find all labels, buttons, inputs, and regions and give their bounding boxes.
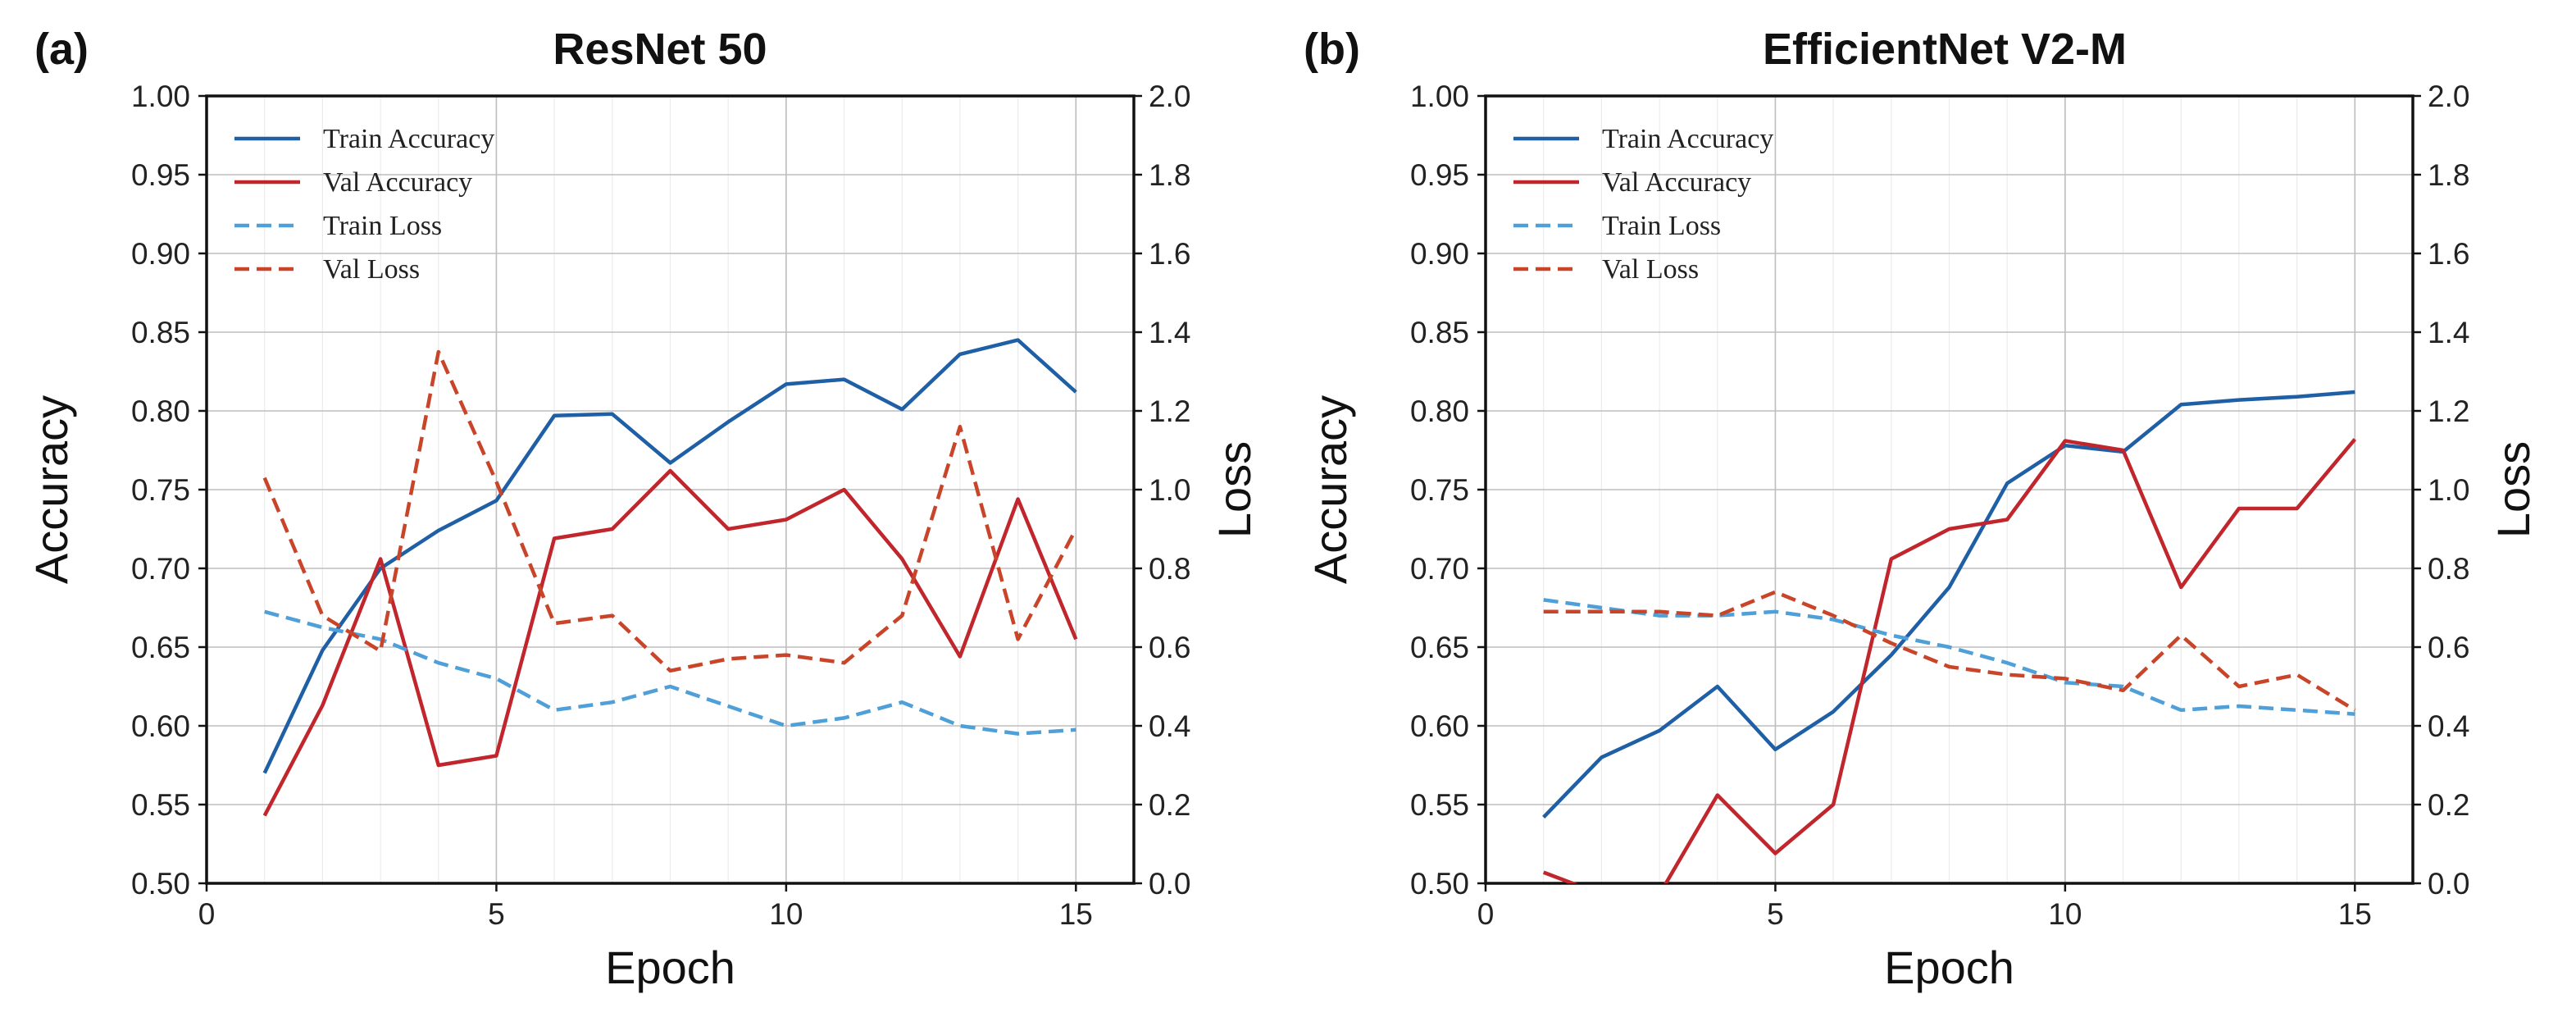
- y-tick-label: 0.85: [131, 316, 190, 349]
- x-tick-label: 0: [1477, 897, 1495, 931]
- y-tick-label: 0.85: [1410, 316, 1469, 349]
- y-tick-label: 0.70: [131, 552, 190, 586]
- y-tick-label: 0.60: [131, 709, 190, 743]
- y2-axis-label: Loss: [2487, 441, 2539, 538]
- legend-label: Train Loss: [1602, 211, 1721, 241]
- y-tick-label: 0.95: [1410, 158, 1469, 192]
- y-tick-label: 0.75: [131, 473, 190, 507]
- y-tick-label: 0.75: [1410, 473, 1469, 507]
- y-axis-label: Accuracy: [25, 395, 77, 584]
- y2-tick-label: 1.4: [2428, 316, 2469, 349]
- train-accuracy-line: [1542, 390, 2355, 819]
- chart-panel-a: (a) ResNet 50 0 5 10 15 0.50 0.55 0.60 0.65 0.70 0.…: [25, 25, 1260, 993]
- y2-tick-label: 1.2: [1149, 394, 1190, 428]
- y2-tick-label: 0.2: [2428, 788, 2469, 822]
- chart-panel-b: (b) EfficientNet V2-M 0 5 10 15 0.50 0.55 0.60 0.…: [1304, 25, 2539, 993]
- val-accuracy-line: [1542, 438, 2357, 883]
- legend-label: Val Loss: [323, 254, 420, 285]
- plot-area: [262, 338, 1078, 817]
- y2-tick-label: 2.0: [1149, 80, 1190, 113]
- y-tick-label: 0.80: [131, 394, 190, 428]
- x-tick-label: 10: [2048, 897, 2082, 931]
- x-tick-label: 0: [198, 897, 216, 931]
- y-axis-label: Accuracy: [1304, 395, 1356, 584]
- y2-tick-label: 1.0: [1149, 473, 1190, 507]
- x-tick-label: 10: [769, 897, 803, 931]
- plot-area: [1542, 390, 2357, 883]
- legend-label: Val Loss: [1602, 254, 1699, 285]
- y-tick-label: 0.90: [1410, 237, 1469, 271]
- y2-tick-label: 0.6: [1149, 631, 1190, 664]
- x-axis-label: Epoch: [1884, 942, 2014, 993]
- val-loss-line: [1543, 590, 2356, 712]
- y-tick-label: 0.95: [131, 158, 190, 192]
- train-loss-line: [264, 609, 1076, 736]
- chart-title: ResNet 50: [553, 25, 767, 74]
- y2-tick-label: 1.8: [1149, 158, 1190, 192]
- legend-label: Train Accuracy: [323, 124, 494, 154]
- x-tick-label: 15: [2338, 897, 2372, 931]
- legend: Train Accuracy Val Accuracy Train Loss Val …: [234, 124, 494, 285]
- legend-label: Val Accuracy: [1602, 167, 1751, 198]
- y2-tick-label: 1.6: [1149, 237, 1190, 271]
- x-tick-label: 5: [1767, 897, 1784, 931]
- y2-tick-label: 0.0: [2428, 867, 2469, 901]
- y-tick-label: 0.90: [131, 237, 190, 271]
- y-tick-label: 0.65: [131, 631, 190, 664]
- panel-label: (b): [1304, 25, 1360, 74]
- x-tick-label: 5: [488, 897, 505, 931]
- legend-label: Train Loss: [323, 211, 442, 241]
- y-tick-label: 0.65: [1410, 631, 1469, 664]
- y2-axis-label: Loss: [1208, 441, 1260, 538]
- y-tick-label: 1.00: [1410, 80, 1469, 113]
- legend-label: Train Accuracy: [1602, 124, 1773, 154]
- y2-tick-label: 1.0: [2428, 473, 2469, 507]
- y-tick-label: 0.55: [1410, 788, 1469, 822]
- x-tick-label: 15: [1059, 897, 1093, 931]
- y2-tick-label: 1.2: [2428, 394, 2469, 428]
- y-tick-label: 0.60: [1410, 709, 1469, 743]
- y-tick-label: 0.55: [131, 788, 190, 822]
- y2-tick-label: 0.0: [1149, 867, 1190, 901]
- x-axis-label: Epoch: [605, 942, 735, 993]
- y-tick-label: 0.50: [131, 867, 190, 901]
- y2-tick-label: 0.4: [1149, 709, 1190, 743]
- y2-tick-label: 2.0: [2428, 80, 2469, 113]
- val-loss-line: [262, 349, 1078, 673]
- y-tick-label: 1.00: [131, 80, 190, 113]
- y2-tick-label: 0.6: [2428, 631, 2469, 664]
- train-loss-line: [1543, 598, 2355, 716]
- legend: Train Accuracy Val Accuracy Train Loss Val …: [1513, 124, 1773, 285]
- val-accuracy-line: [262, 468, 1078, 817]
- y-tick-label: 0.70: [1410, 552, 1469, 586]
- y2-tick-label: 0.8: [1149, 552, 1190, 586]
- y2-tick-label: 0.2: [1149, 788, 1190, 822]
- legend-label: Val Accuracy: [323, 167, 472, 198]
- y-tick-label: 0.50: [1410, 867, 1469, 901]
- y2-tick-label: 0.8: [2428, 552, 2469, 586]
- y2-tick-label: 1.8: [2428, 158, 2469, 192]
- y2-tick-label: 1.6: [2428, 237, 2469, 271]
- chart-title: EfficientNet V2-M: [1763, 25, 2127, 74]
- y2-tick-label: 0.4: [2428, 709, 2469, 743]
- y-tick-label: 0.80: [1410, 394, 1469, 428]
- y2-tick-label: 1.4: [1149, 316, 1190, 349]
- panel-label: (a): [34, 25, 89, 74]
